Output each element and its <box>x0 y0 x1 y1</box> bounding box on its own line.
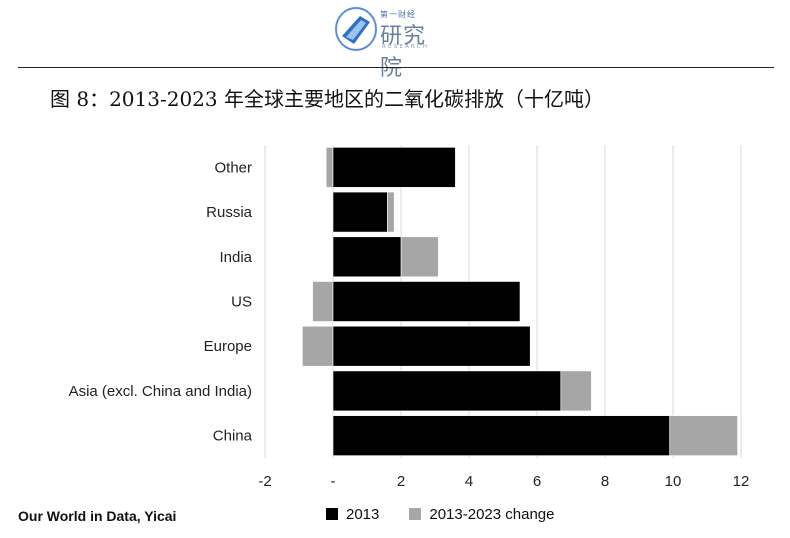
bar-2013 <box>332 370 562 412</box>
x-tick-label: 4 <box>465 473 473 490</box>
bar-change <box>669 415 738 456</box>
source-note: Our World in Data, Yicai <box>18 508 177 524</box>
x-tick-label: 2 <box>397 473 405 490</box>
bar-2013 <box>332 191 388 233</box>
x-tick-label: -2 <box>258 473 271 490</box>
yicai-research-logo: 第一财经 研究院 RESEARCH <box>334 6 446 81</box>
bar-change <box>400 236 439 278</box>
category-label: China <box>213 428 253 445</box>
legend: 2013 2013-2023 change <box>326 504 585 524</box>
bar-2013 <box>332 325 531 367</box>
header-divider <box>18 67 774 68</box>
logo-main-text: 研究院 <box>380 24 427 81</box>
bar-2013 <box>332 147 456 188</box>
x-tick-label: 10 <box>665 473 682 490</box>
category-label: Other <box>214 159 252 176</box>
legend-label-change: 2013-2023 change <box>429 505 555 523</box>
bar-2013 <box>332 281 521 322</box>
category-label: India <box>219 249 252 266</box>
bar-change <box>325 147 334 188</box>
category-label: Russia <box>206 204 253 221</box>
bar-change <box>302 325 334 367</box>
category-label: Europe <box>204 338 252 355</box>
category-label: Asia (excl. China and India) <box>69 383 252 400</box>
bar-change <box>560 370 592 412</box>
legend-swatch-change <box>409 508 422 520</box>
x-tick-label: - <box>331 473 336 490</box>
x-tick-label: 12 <box>733 473 750 490</box>
chart-title: 图 8：2013-2023 年全球主要地区的二氧化碳排放（十亿吨） <box>50 87 604 111</box>
bar-change <box>387 191 395 233</box>
legend-label-2013: 2013 <box>346 505 380 523</box>
bar-change <box>312 281 334 322</box>
book-logo-icon <box>335 7 377 51</box>
x-tick-label: 6 <box>533 473 541 490</box>
legend-item-2013: 2013 <box>326 506 379 523</box>
legend-swatch-2013 <box>326 508 338 520</box>
x-tick-label: 8 <box>601 473 609 490</box>
bar-2013 <box>332 236 402 278</box>
bar-2013 <box>332 415 670 456</box>
legend-item-change: 2013-2023 change <box>409 505 555 523</box>
category-label: US <box>231 294 252 311</box>
logo-top-text: 第一财经 <box>380 10 416 19</box>
logo-sub-text: RESEARCH <box>382 44 430 50</box>
